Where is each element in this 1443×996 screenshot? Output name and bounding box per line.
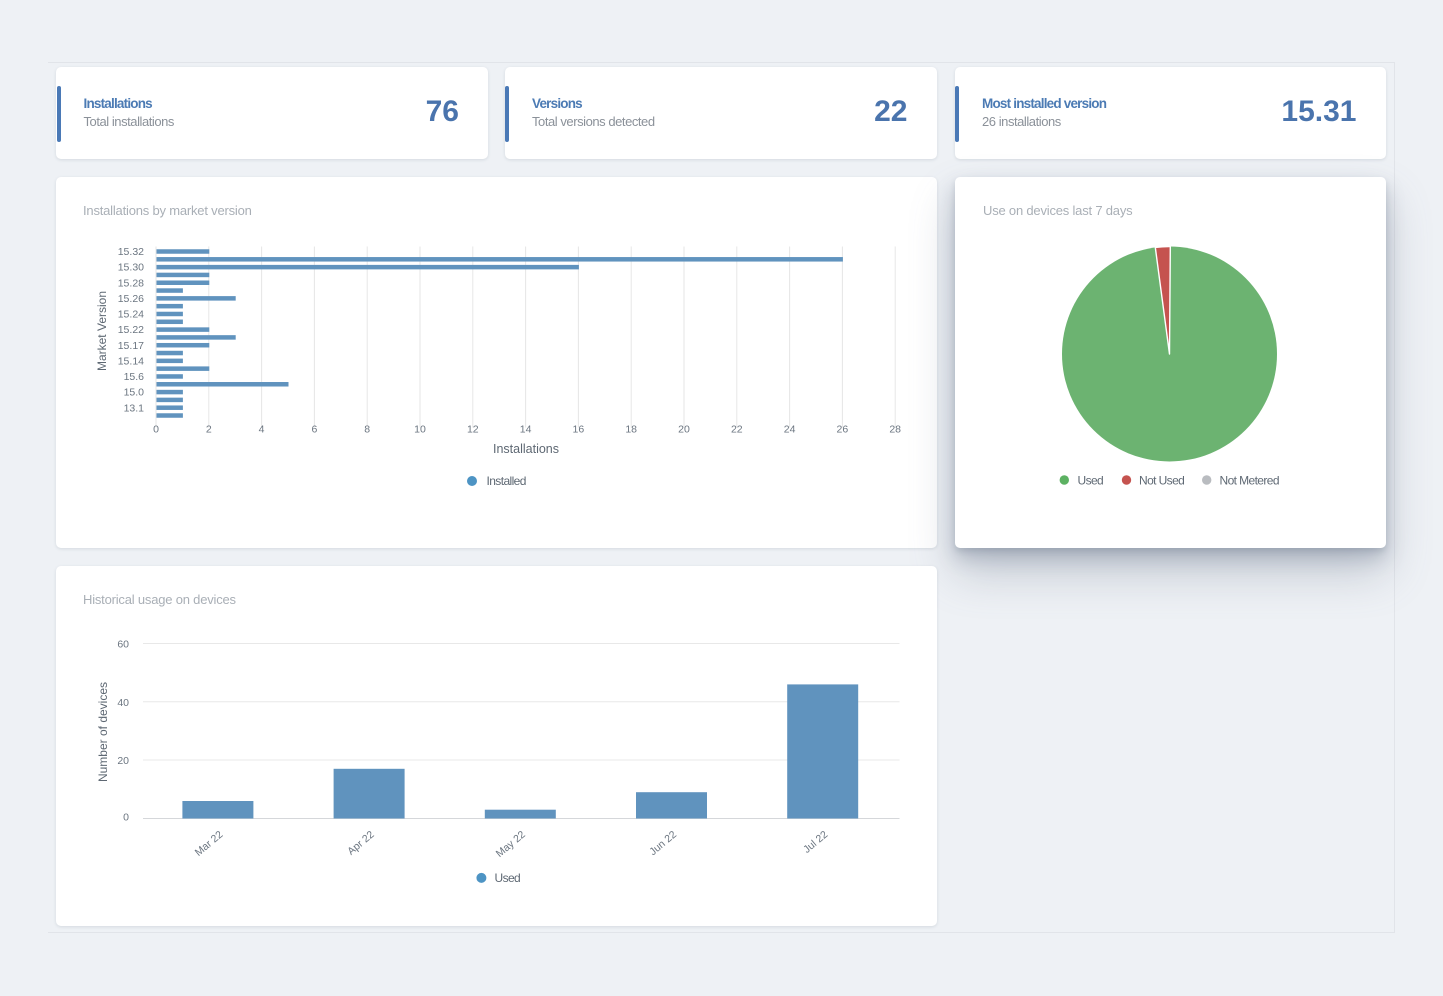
svg-text:15.22: 15.22	[118, 324, 144, 336]
svg-text:28: 28	[889, 423, 901, 435]
svg-text:Jun 22: Jun 22	[647, 829, 679, 859]
svg-text:15.32: 15.32	[118, 246, 144, 258]
svg-text:15.6: 15.6	[124, 371, 145, 383]
svg-text:4: 4	[259, 423, 265, 435]
svg-text:13.1: 13.1	[124, 402, 145, 414]
svg-text:6: 6	[311, 423, 317, 435]
svg-text:20: 20	[117, 755, 129, 767]
svg-text:24: 24	[784, 423, 796, 435]
svg-text:15.0: 15.0	[124, 386, 145, 398]
svg-text:0: 0	[123, 812, 129, 824]
svg-text:20: 20	[678, 423, 690, 435]
svg-text:10: 10	[414, 423, 426, 435]
svg-text:Used: Used	[495, 871, 521, 885]
svg-text:Installations: Installations	[493, 442, 559, 456]
svg-text:15.14: 15.14	[118, 355, 144, 367]
svg-text:May 22: May 22	[494, 829, 528, 860]
svg-text:Apr 22: Apr 22	[345, 829, 377, 858]
svg-text:26: 26	[837, 423, 849, 435]
svg-text:12: 12	[467, 423, 479, 435]
svg-text:16: 16	[573, 423, 585, 435]
svg-text:15.24: 15.24	[118, 308, 144, 320]
svg-text:8: 8	[364, 423, 370, 435]
svg-text:2: 2	[206, 423, 212, 435]
svg-text:0: 0	[153, 423, 159, 435]
svg-text:22: 22	[731, 423, 743, 435]
svg-text:Not Used: Not Used	[1139, 473, 1184, 487]
svg-text:Installed: Installed	[487, 474, 526, 488]
svg-text:Mar 22: Mar 22	[193, 829, 226, 859]
svg-text:14: 14	[520, 423, 532, 435]
svg-text:Used: Used	[1078, 473, 1104, 487]
svg-text:Not Metered: Not Metered	[1220, 473, 1279, 487]
svg-text:Jul 22: Jul 22	[801, 829, 830, 856]
svg-text:18: 18	[625, 423, 637, 435]
svg-text:15.26: 15.26	[118, 292, 144, 304]
svg-text:15.28: 15.28	[118, 277, 144, 289]
svg-text:60: 60	[117, 639, 129, 651]
svg-text:40: 40	[117, 697, 129, 709]
svg-text:15.30: 15.30	[118, 261, 144, 273]
svg-text:15.17: 15.17	[118, 339, 144, 351]
svg-text:Market Version: Market Version	[95, 290, 109, 370]
svg-text:Number of devices: Number of devices	[96, 682, 110, 782]
